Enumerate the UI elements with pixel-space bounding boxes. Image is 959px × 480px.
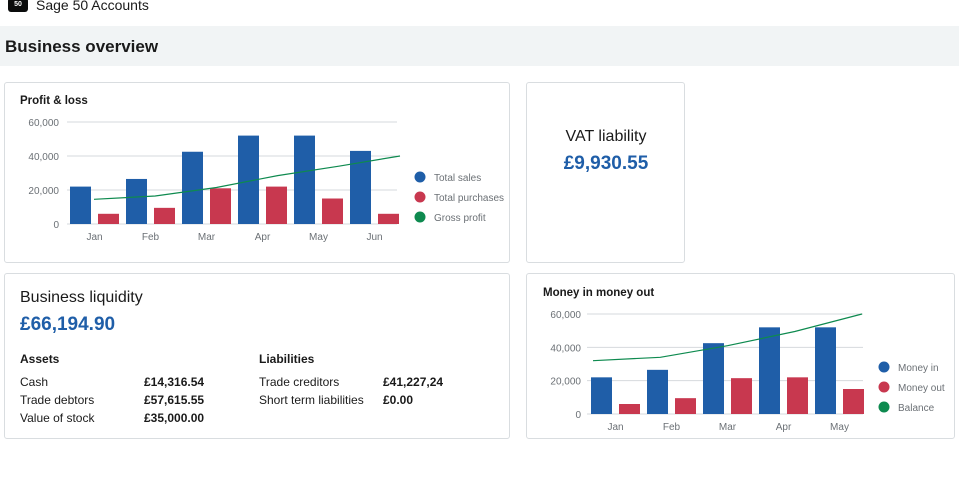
y-tick-label: 0 [575, 410, 581, 421]
legend-marker-money-out [878, 381, 890, 393]
vat-liability-card[interactable]: VAT liability £9,930.55 [526, 82, 685, 263]
bar-money-out [619, 404, 640, 414]
y-tick-label: 0 [53, 220, 59, 231]
bar-money-in [759, 327, 780, 414]
bar-money-in [815, 327, 836, 414]
y-tick-label: 40,000 [28, 152, 59, 163]
legend-label: Total sales [434, 173, 481, 184]
x-tick-label: Apr [776, 422, 792, 433]
line-balance [592, 313, 863, 362]
asset-label: Value of stock [20, 411, 95, 425]
bar-money-out [675, 398, 696, 414]
x-tick-label: Jun [366, 232, 382, 243]
bar-money-out [787, 377, 808, 414]
x-tick-label: Mar [719, 422, 737, 433]
bar-total-purchases [154, 207, 175, 224]
app-title: Sage 50 Accounts [36, 0, 149, 13]
legend-label: Money in [898, 363, 939, 374]
profit-loss-title: Profit & loss [20, 95, 88, 107]
bar-money-out [731, 378, 752, 414]
sage-logo-icon: 50 [8, 0, 28, 12]
profit-loss-card[interactable]: Profit & loss 0 20,000 40,000 60,000 Jan Feb M… [4, 82, 510, 263]
money-in-out-card[interactable]: Money in money out 0 20,000 40,000 60,000 Ja… [526, 273, 955, 439]
bar-total-purchases [266, 186, 287, 224]
legend-marker-total-sales [414, 171, 426, 183]
bar-money-in [703, 343, 724, 414]
legend-label: Money out [898, 383, 945, 394]
money-in-out-title: Money in money out [543, 287, 655, 299]
x-tick-label: May [830, 422, 849, 433]
y-tick-label: 60,000 [28, 118, 59, 129]
business-liquidity-title: Business liquidity [20, 289, 143, 306]
money-in-out-chart: 0 20,000 40,000 60,000 Jan Feb Mar Apr May Money … [550, 310, 945, 433]
vat-liability-value: £9,930.55 [563, 153, 649, 174]
x-tick-label: Jan [607, 422, 623, 433]
app-title-bar: 50 Sage 50 Accounts [0, 0, 959, 26]
x-tick-label: Apr [255, 232, 271, 243]
x-tick-label: Feb [142, 232, 160, 243]
asset-label: Cash [20, 375, 49, 389]
legend-label: Total purchases [434, 193, 504, 204]
legend-marker-balance [878, 401, 890, 413]
bar-money-in [591, 377, 612, 414]
page-header: Business overview [0, 26, 959, 66]
bar-total-purchases [322, 198, 343, 224]
legend-label: Gross profit [434, 213, 486, 224]
bar-total-purchases [378, 213, 399, 224]
legend-marker-money-in [878, 361, 890, 373]
bar-total-sales [126, 178, 147, 224]
y-tick-label: 20,000 [28, 186, 59, 197]
bar-money-out [843, 389, 864, 414]
y-tick-label: 40,000 [550, 343, 581, 354]
bar-total-purchases [210, 188, 231, 224]
liabilities-heading: Liabilities [259, 352, 315, 366]
liability-label: Short term liabilities [259, 393, 364, 407]
profit-loss-chart: 0 20,000 40,000 60,000 Jan Feb Mar Apr May Jun Tot… [28, 118, 504, 243]
bar-total-sales [294, 135, 315, 224]
x-tick-label: Jan [86, 232, 102, 243]
asset-label: Trade debtors [20, 393, 95, 407]
bar-money-in [647, 369, 668, 414]
line-gross-profit [93, 155, 401, 200]
liability-value: £0.00 [383, 393, 414, 407]
liability-label: Trade creditors [259, 375, 340, 389]
bar-total-sales [350, 150, 371, 224]
bar-total-sales [238, 135, 259, 224]
y-tick-label: 60,000 [550, 310, 581, 321]
asset-value: £14,316.54 [144, 375, 205, 389]
legend-marker-gross-profit [414, 211, 426, 223]
x-tick-label: May [309, 232, 328, 243]
liability-value: £41,227,24 [383, 375, 444, 389]
x-tick-label: Feb [663, 422, 681, 433]
bar-total-purchases [98, 213, 119, 224]
y-tick-label: 20,000 [550, 377, 581, 388]
legend-marker-total-purchases [414, 191, 426, 203]
x-tick-label: Mar [198, 232, 216, 243]
legend-label: Balance [898, 403, 935, 414]
asset-value: £35,000.00 [144, 411, 205, 425]
business-liquidity-value: £66,194.90 [20, 314, 116, 335]
vat-liability-title: VAT liability [565, 128, 647, 145]
bar-total-sales [70, 186, 91, 224]
assets-heading: Assets [20, 352, 60, 366]
business-liquidity-card[interactable]: Business liquidity £66,194.90 Assets Cas… [4, 273, 510, 439]
asset-value: £57,615.55 [144, 393, 205, 407]
bar-total-sales [182, 151, 203, 224]
page-title: Business overview [5, 37, 159, 56]
